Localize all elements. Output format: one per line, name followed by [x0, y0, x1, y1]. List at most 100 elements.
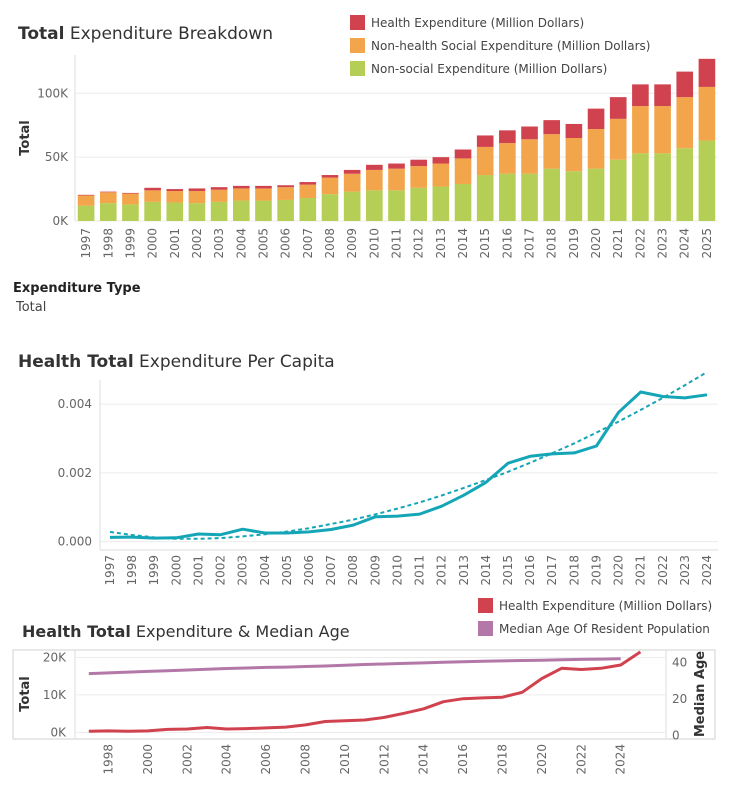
bar-segment	[410, 166, 427, 188]
x-tick-label: 2001	[168, 228, 182, 259]
y-tick-label: 100K	[37, 86, 69, 100]
bar-segment	[210, 189, 228, 202]
x-tick-label: 2022	[633, 228, 647, 259]
x-tick-label: 2005	[280, 555, 294, 586]
legend3-item-health[interactable]: Health Expenditure (Million Dollars)	[478, 594, 712, 617]
bar-segment	[432, 163, 450, 187]
legend3-label-health: Health Expenditure (Million Dollars)	[499, 598, 713, 613]
x-tick-label: 2007	[324, 555, 338, 586]
y-tick-label: 10K	[43, 688, 67, 702]
chart1-title: Total Expenditure Breakdown	[18, 24, 273, 44]
bar-segment	[166, 202, 184, 221]
bar-segment	[609, 159, 627, 221]
x-tick-label: 1998	[101, 228, 115, 259]
x-tick-label: 2017	[523, 228, 537, 259]
bar-segment	[232, 185, 250, 189]
bar-segment	[99, 191, 117, 193]
y-right-tick-label: 40	[672, 656, 687, 670]
y-tick-label: 0K	[50, 725, 67, 739]
health-expenditure-line	[88, 650, 642, 733]
x-tick-label: 1998	[101, 744, 115, 775]
x-tick-label: 2023	[656, 228, 670, 259]
x-tick-label: 2019	[589, 555, 603, 586]
bar-segment	[676, 71, 694, 98]
bar-segment	[99, 192, 117, 204]
bar-segment	[343, 173, 361, 192]
filter-label: Expenditure Type	[13, 281, 141, 296]
bar-segment	[144, 187, 161, 191]
x-tick-label: 2024	[700, 555, 714, 586]
bar-segment	[321, 194, 339, 221]
x-tick-label: 2015	[501, 555, 515, 586]
bar-segment	[454, 158, 472, 184]
y-right-tick-label: 20	[672, 692, 687, 706]
legend-item-nonhealth-social[interactable]: Non-health Social Expenditure (Million D…	[350, 34, 650, 57]
bar-segment	[565, 171, 583, 221]
x-tick-label: 2012	[412, 228, 426, 259]
bar-segment	[321, 177, 339, 195]
x-tick-label: 2018	[567, 555, 581, 586]
x-tick-label: 2020	[612, 555, 626, 586]
bar-segment	[144, 190, 161, 202]
bar-segment	[299, 182, 317, 185]
bar-segment	[499, 173, 516, 221]
bar-segment	[565, 123, 583, 138]
y-tick-label: 50K	[45, 150, 69, 164]
y-axis-right-label: Median Age	[693, 651, 708, 737]
bar-segment	[676, 97, 694, 149]
x-tick-label: 2004	[234, 228, 248, 259]
x-tick-label: 2020	[535, 744, 549, 775]
x-tick-label: 2022	[574, 744, 588, 775]
bar-segment	[299, 184, 317, 199]
x-tick-label: 2010	[338, 744, 352, 775]
y-tick-label: 0.004	[58, 397, 92, 411]
x-tick-label: 2010	[390, 555, 404, 586]
bar-segment	[698, 140, 716, 221]
bar-segment	[343, 191, 361, 221]
x-tick-label: 1997	[103, 555, 117, 586]
x-tick-label: 2016	[523, 555, 537, 586]
bar-segment	[232, 188, 250, 201]
x-tick-label: 2006	[302, 555, 316, 586]
bar-segment	[499, 130, 516, 144]
bar-segment	[122, 192, 139, 194]
legend-item-nonsocial[interactable]: Non-social Expenditure (Million Dollars)	[350, 57, 650, 80]
x-tick-label: 2008	[298, 744, 312, 775]
bar-segment	[99, 203, 117, 221]
bar-segment	[587, 108, 605, 130]
bar-segment	[77, 195, 95, 206]
bar-segment	[654, 106, 671, 154]
bar-segment	[232, 200, 250, 221]
bar-segment	[366, 190, 383, 221]
legend3-item-median-age[interactable]: Median Age Of Resident Population	[478, 617, 712, 640]
bar-segment	[321, 175, 339, 178]
x-tick-label: 2019	[567, 228, 581, 259]
x-tick-label: 2015	[478, 228, 492, 259]
x-tick-label: 2002	[180, 744, 194, 775]
legend3-label-median-age: Median Age Of Resident Population	[499, 621, 710, 636]
legend-item-health[interactable]: Health Expenditure (Million Dollars)	[350, 11, 650, 34]
bar-segment	[632, 84, 649, 107]
x-tick-label: 2014	[479, 555, 493, 586]
bar-segment	[654, 84, 671, 107]
filter-value[interactable]: Total	[16, 300, 47, 315]
x-tick-label: 2003	[212, 228, 226, 259]
legend3-swatch-median-age	[478, 621, 493, 636]
x-tick-label: 2004	[258, 555, 272, 586]
bar-segment	[388, 168, 405, 191]
y-tick-label: 0K	[52, 214, 69, 228]
x-tick-label: 2008	[346, 555, 360, 586]
legend-swatch-nonhealth-social	[350, 38, 365, 53]
x-tick-label: 2002	[190, 228, 204, 259]
x-tick-label: 1998	[125, 555, 139, 586]
x-tick-label: 2013	[434, 228, 448, 259]
x-tick-label: 2009	[368, 555, 382, 586]
bar-segment	[77, 194, 95, 196]
chart2-title-rest: Expenditure Per Capita	[133, 352, 335, 372]
bar-segment	[521, 173, 538, 221]
x-tick-label: 2021	[611, 228, 625, 259]
bar-segment	[343, 169, 361, 174]
